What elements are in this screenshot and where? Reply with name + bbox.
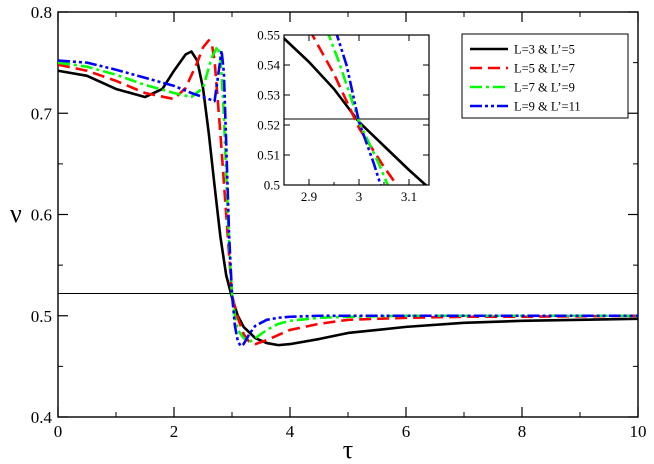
x-tick-label: 10 — [630, 422, 647, 441]
legend-label: L=5 & L’=7 — [514, 62, 575, 76]
inset-x-tick-label: 2.9 — [301, 189, 317, 204]
inset-tick-labels: 2.9 3 3.1 0.5 0.51 0.52 0.53 0.54 0.55 — [257, 28, 417, 205]
series-line-l-7-l-9 — [58, 45, 638, 344]
inset-series — [284, 35, 428, 185]
inset-x-tick-label: 3 — [356, 189, 363, 204]
y-axis-label: ν — [10, 199, 22, 228]
inset-series-line-l-9-l-11 — [335, 35, 382, 185]
y-tick-label: 0.7 — [31, 104, 53, 123]
x-tick-label: 4 — [286, 422, 295, 441]
inset-frame — [283, 34, 430, 186]
y-tick-label: 0.6 — [31, 206, 52, 225]
legend-label: L=3 & L’=5 — [514, 43, 575, 57]
y-tick-label: 0.4 — [31, 408, 53, 427]
x-tick-label: 6 — [402, 422, 411, 441]
main-plot: 0 2 4 6 8 10 0.4 0.5 0.6 0.7 0.8 τ ν — [10, 3, 647, 464]
series-line-l-5-l-7 — [58, 39, 638, 346]
x-tick-label: 0 — [54, 422, 63, 441]
inset-series-line-l-5-l-7 — [310, 35, 399, 185]
legend-items: L=3 & L’=5 L=5 & L’=7 L=7 & L’=9 L=9 & L’=1… — [470, 43, 581, 114]
inset-plot: 2.9 3 3.1 0.5 0.51 0.52 0.53 0.54 0.55 — [257, 28, 430, 205]
inset-y-tick-label: 0.52 — [257, 118, 280, 133]
y-tick-label: 0.5 — [31, 307, 52, 326]
legend-box — [461, 33, 629, 119]
series-line-l-3-l-5 — [58, 50, 638, 347]
legend-label: L=7 & L’=9 — [514, 81, 575, 95]
inset-y-tick-label: 0.5 — [264, 178, 280, 193]
x-tick-label: 8 — [518, 422, 527, 441]
main-series — [58, 39, 638, 348]
main-tick-labels: 0 2 4 6 8 10 0.4 0.5 0.6 0.7 0.8 — [31, 3, 647, 441]
inset-x-tick-label: 3.1 — [401, 189, 417, 204]
inset-y-tick-label: 0.54 — [257, 58, 280, 73]
y-tick-label: 0.8 — [31, 3, 52, 22]
x-axis-label: τ — [343, 435, 353, 464]
inset-y-tick-label: 0.55 — [257, 28, 280, 43]
inset-y-tick-label: 0.53 — [257, 88, 280, 103]
legend-label: L=9 & L’=11 — [514, 100, 581, 114]
x-tick-label: 2 — [170, 422, 179, 441]
inset-y-tick-label: 0.51 — [257, 148, 280, 163]
legend: L=3 & L’=5 L=5 & L’=7 L=7 & L’=9 L=9 & L’=1… — [461, 33, 629, 119]
